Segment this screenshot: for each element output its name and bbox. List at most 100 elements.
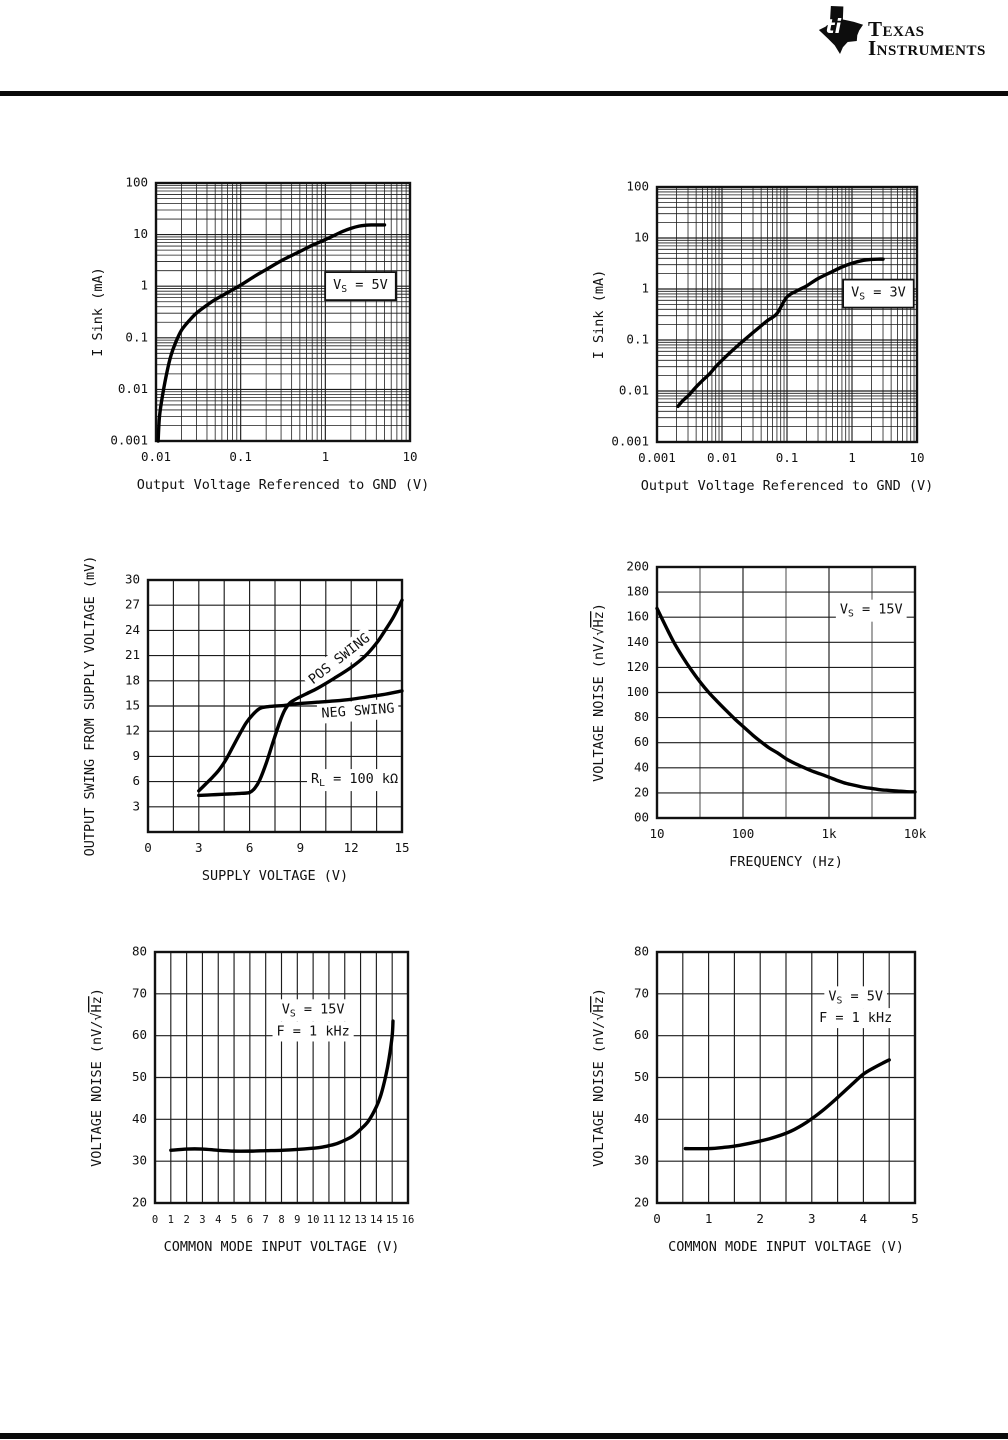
svg-text:VS = 15V: VS = 15V [282, 1001, 345, 1019]
svg-text:60: 60 [132, 1027, 147, 1042]
x-axis-title: COMMON MODE INPUT VOLTAGE (V) [668, 1239, 904, 1255]
brand-instruments: Instruments [868, 36, 986, 60]
svg-text:3: 3 [195, 840, 203, 855]
chart-isink-vs-vout-5v: VS = 5V 0.01 0.1 1 10 100 10 1 0.1 0.01 0.001 Outpu… [86, 165, 429, 499]
svg-text:4: 4 [860, 1211, 868, 1226]
svg-text:180: 180 [626, 584, 649, 599]
grid-lines [656, 951, 916, 1204]
svg-text:0.01: 0.01 [707, 450, 737, 465]
svg-text:15: 15 [394, 840, 409, 855]
y-axis-title: I Sink (mA) [591, 270, 607, 359]
annotations: VS = 5V F = 1 kHz [815, 986, 897, 1029]
curve [197, 598, 404, 798]
svg-text:60: 60 [634, 1027, 649, 1042]
x-axis-title: Output Voltage Referenced to GND (V) [641, 478, 934, 494]
svg-text:7: 7 [263, 1214, 269, 1226]
svg-text:VS = 5V: VS = 5V [333, 277, 388, 295]
curve [156, 223, 387, 443]
svg-text:18: 18 [125, 672, 140, 687]
annotation-label: VS = 15V [835, 599, 907, 622]
svg-text:0: 0 [653, 1211, 661, 1226]
plot-border [153, 950, 410, 1205]
svg-text:10k: 10k [904, 826, 927, 841]
svg-text:9: 9 [294, 1214, 300, 1226]
svg-text:80: 80 [634, 944, 649, 959]
svg-text:120: 120 [626, 659, 649, 674]
annotations: VS = 15V [835, 599, 907, 622]
svg-text:30: 30 [132, 1153, 147, 1168]
annotation-label: VS = 15V [277, 999, 349, 1022]
chart-output-swing-vs-supply: POS SWING NEG SWING RL = 100 kΩ 0 3 6 9 12 15 30 2… [78, 556, 418, 890]
svg-text:20: 20 [634, 784, 649, 799]
chart-isink-vs-vout-3v: VS = 3V 0.001 0.01 0.1 1 10 100 10 1 0.1 0.01 0.001… [587, 169, 933, 500]
svg-text:1: 1 [848, 450, 856, 465]
series-curves [655, 606, 917, 794]
svg-text:24: 24 [125, 622, 140, 637]
plot-border [154, 181, 412, 443]
header-rule [0, 91, 1008, 96]
plot-border [146, 578, 404, 834]
svg-text:100: 100 [626, 684, 649, 699]
svg-text:9: 9 [297, 840, 305, 855]
curve [683, 1058, 891, 1151]
svg-text:5: 5 [231, 1214, 237, 1226]
grid-lines [656, 186, 918, 443]
svg-text:2: 2 [756, 1211, 764, 1226]
svg-text:140: 140 [626, 634, 649, 649]
svg-text:30: 30 [125, 572, 140, 587]
ti-texas-map-icon: ti [818, 6, 864, 54]
axis-tick-labels: 0.001 0.01 0.1 1 10 100 10 1 0.1 0.01 0.001 [611, 179, 924, 466]
annotations: VS = 5V [324, 271, 397, 302]
x-axis-title: FREQUENCY (Hz) [729, 854, 843, 870]
svg-text:VS = 15V: VS = 15V [840, 602, 903, 620]
svg-text:10: 10 [307, 1214, 320, 1226]
ti-logo: ti Texas Instruments [816, 4, 986, 60]
svg-text:70: 70 [634, 985, 649, 1000]
ti-logo-ti-letters: ti [825, 15, 841, 38]
svg-text:0.1: 0.1 [776, 450, 799, 465]
svg-text:0.1: 0.1 [229, 449, 252, 464]
plot-border [655, 565, 917, 820]
x-axis-title: SUPPLY VOLTAGE (V) [202, 868, 348, 884]
svg-text:12: 12 [125, 723, 140, 738]
svg-text:200: 200 [626, 559, 649, 574]
svg-text:F = 1 kHz: F = 1 kHz [819, 1010, 892, 1026]
svg-text:21: 21 [125, 647, 140, 662]
svg-text:16: 16 [402, 1214, 415, 1226]
annotation-label: NEG SWING [316, 698, 400, 724]
curve [197, 689, 404, 793]
y-axis-title: VOLTAGE NOISE (nV/√Hz) [89, 988, 105, 1167]
series-curves [169, 1019, 395, 1153]
svg-text:6: 6 [246, 840, 254, 855]
svg-text:3: 3 [199, 1214, 205, 1226]
voltage-noise-vs-cm-input-5v-canvas: VS = 5V F = 1 kHz 0 1 2 3 4 5 80 70 60 50 40 30 20 COMM… [591, 944, 919, 1256]
isink-vs-vout-3v-canvas: VS = 3V0.001 0.01 0.1 1 101001010.10.010.001… [591, 179, 934, 495]
svg-text:0.001: 0.001 [638, 450, 676, 465]
annotation-label: VS = 3V [842, 278, 915, 309]
svg-text:160: 160 [626, 609, 649, 624]
svg-text:10: 10 [634, 230, 649, 245]
svg-text:9: 9 [132, 748, 140, 763]
y-axis-title: OUTPUT SWING FROM SUPPLY VOLTAGE (mV) [82, 556, 98, 857]
svg-text:80: 80 [132, 944, 147, 959]
svg-text:15: 15 [125, 698, 140, 713]
svg-text:10: 10 [402, 449, 417, 464]
svg-text:1: 1 [322, 449, 330, 464]
y-axis-title: I Sink (mA) [90, 267, 106, 356]
svg-text:20: 20 [634, 1195, 649, 1210]
y-axis-title: VOLTAGE NOISE (nV/√Hz) [591, 603, 607, 782]
svg-text:0.1: 0.1 [125, 329, 148, 344]
svg-text:10: 10 [649, 826, 664, 841]
svg-text:40: 40 [634, 1111, 649, 1126]
annotations: VS = 15V F = 1 kHz [272, 999, 354, 1042]
svg-text:F = 1 kHz: F = 1 kHz [277, 1023, 350, 1039]
svg-text:VS = 3V: VS = 3V [851, 285, 906, 303]
svg-text:50: 50 [132, 1069, 147, 1084]
annotation-label: RL = 100 kΩ [307, 769, 403, 792]
svg-text:VS = 5V: VS = 5V [828, 988, 883, 1006]
svg-text:13: 13 [354, 1214, 367, 1226]
chart-noise-vs-frequency: VS = 15V 10 100 1k 10k 200 180 160 140 120 100 80 60… [587, 549, 931, 876]
grid-lines [154, 951, 409, 1204]
